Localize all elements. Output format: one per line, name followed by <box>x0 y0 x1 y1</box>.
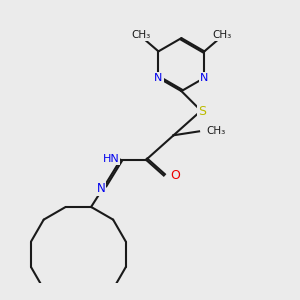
Text: S: S <box>198 105 206 118</box>
Text: CH₃: CH₃ <box>212 30 232 40</box>
Text: O: O <box>171 169 181 182</box>
Text: CH₃: CH₃ <box>131 30 150 40</box>
Text: N: N <box>154 73 163 83</box>
Text: N: N <box>200 73 208 83</box>
Text: HN: HN <box>103 154 120 164</box>
Text: CH₃: CH₃ <box>206 126 225 136</box>
Text: N: N <box>97 182 105 195</box>
